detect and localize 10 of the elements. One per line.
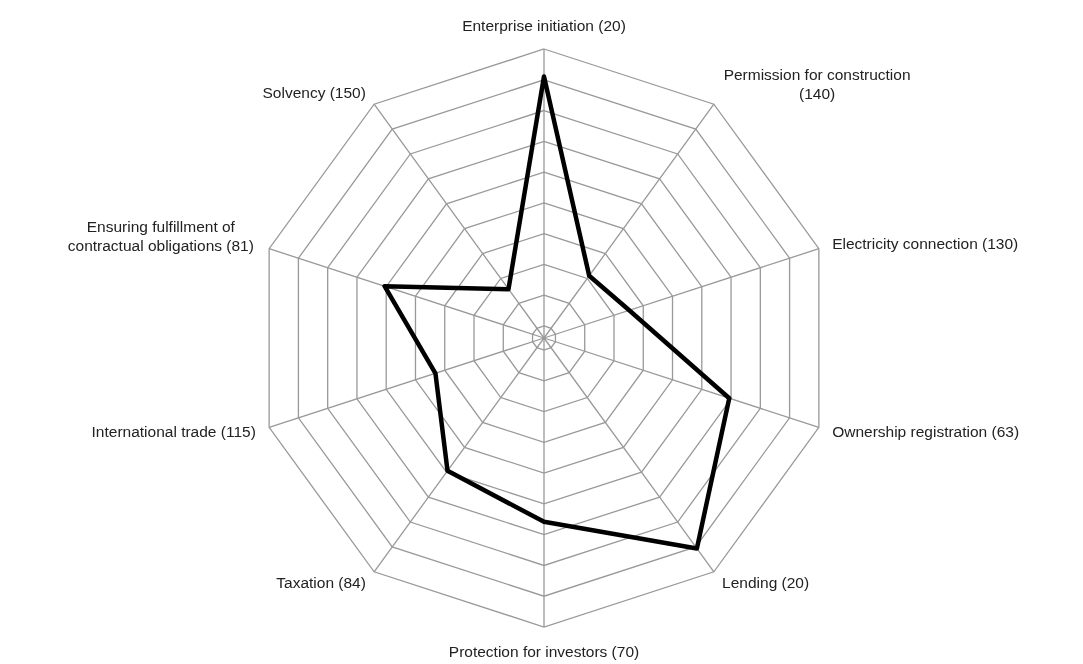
spoke-label: International trade (115) (91, 422, 256, 440)
spoke-label: Enterprise initiation (20) (462, 17, 626, 34)
spoke-label: Lending (20) (722, 574, 810, 592)
spoke-label: Ensuring fulfillment of contractual obligations (81) (67, 217, 254, 254)
spoke-label: Protection for investors (70) (448, 643, 640, 660)
spoke-label: Taxation (84) (276, 574, 366, 592)
spoke-label: Solvency (150) (262, 83, 366, 101)
spoke-label: Permission for construction (140) (723, 66, 911, 103)
spoke-label: Electricity connection (130) (832, 235, 1019, 253)
spoke-label: Ownership registration (63) (832, 422, 1020, 440)
